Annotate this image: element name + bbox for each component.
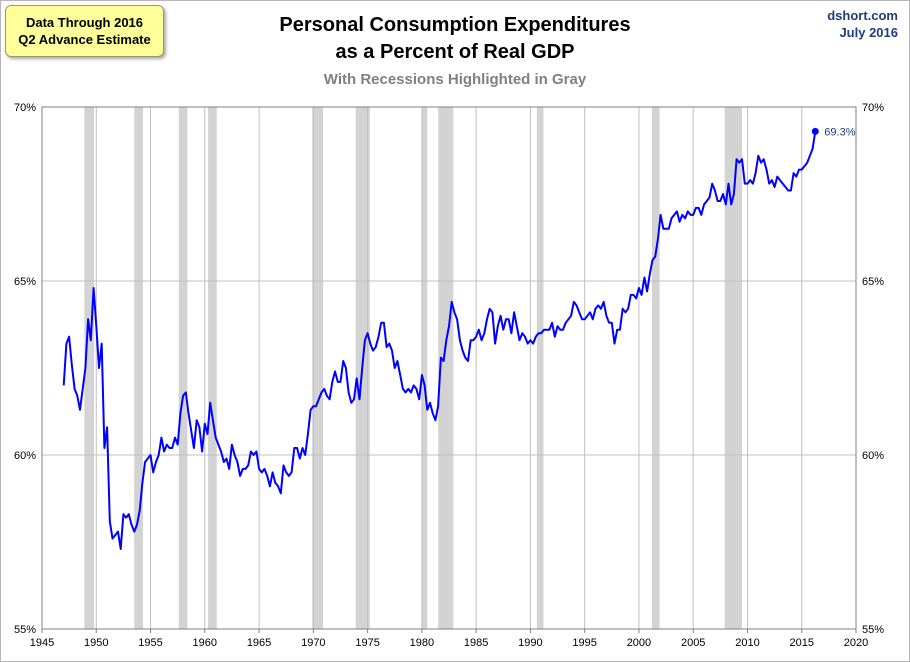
recession-bar	[421, 107, 428, 629]
note-line-1: Data Through 2016	[25, 15, 144, 30]
x-tick-label: 1955	[138, 637, 162, 649]
recession-bar	[84, 107, 95, 629]
x-tick-label: 2000	[627, 637, 651, 649]
last-value-marker	[811, 127, 819, 135]
note-line-2: Q2 Advance Estimate	[18, 32, 151, 47]
x-tick-label: 1985	[464, 637, 488, 649]
chart-title-line-1: Personal Consumption Expenditures	[279, 14, 631, 36]
recession-bar	[724, 107, 743, 629]
x-tick-label: 1980	[410, 637, 434, 649]
x-tick-label: 1960	[193, 637, 217, 649]
data-through-note: Data Through 2016 Q2 Advance Estimate	[5, 5, 164, 57]
x-tick-label: 1945	[30, 637, 54, 649]
pce-series-line	[62, 131, 817, 550]
source-date: July 2016	[839, 25, 898, 40]
y-tick-label-right: 60%	[862, 450, 884, 462]
y-tick-label-left: 55%	[14, 624, 36, 636]
recession-bar	[651, 107, 660, 629]
plot-border	[41, 106, 857, 630]
y-tick-label-left: 70%	[14, 102, 36, 114]
recession-bar	[208, 107, 217, 629]
y-tick-label-left: 65%	[14, 276, 36, 288]
x-tick-label: 2005	[681, 637, 705, 649]
x-tick-label: 1975	[355, 637, 379, 649]
x-tick-label: 2020	[844, 637, 868, 649]
recession-bar	[438, 107, 454, 629]
source-site: dshort.com	[827, 8, 898, 23]
y-tick-label-right: 55%	[862, 624, 884, 636]
recession-bar	[536, 107, 544, 629]
x-tick-label: 1970	[301, 637, 325, 649]
x-tick-label: 1990	[518, 637, 542, 649]
x-tick-label: 1950	[84, 637, 108, 649]
chart-title-line-2: as a Percent of Real GDP	[335, 41, 575, 63]
recession-bar	[134, 107, 143, 629]
recession-bar	[312, 107, 324, 629]
recession-bar	[178, 107, 188, 629]
x-tick-label: 2015	[789, 637, 813, 649]
last-value-label: 69.3%	[824, 126, 855, 138]
x-tick-label: 1965	[247, 637, 271, 649]
chart-subtitle: With Recessions Highlighted in Gray	[323, 71, 587, 88]
y-tick-label-right: 65%	[862, 276, 884, 288]
x-tick-label: 2010	[735, 637, 759, 649]
y-tick-label-left: 60%	[14, 450, 36, 462]
x-tick-label: 1995	[572, 637, 596, 649]
y-tick-label-right: 70%	[862, 102, 884, 114]
